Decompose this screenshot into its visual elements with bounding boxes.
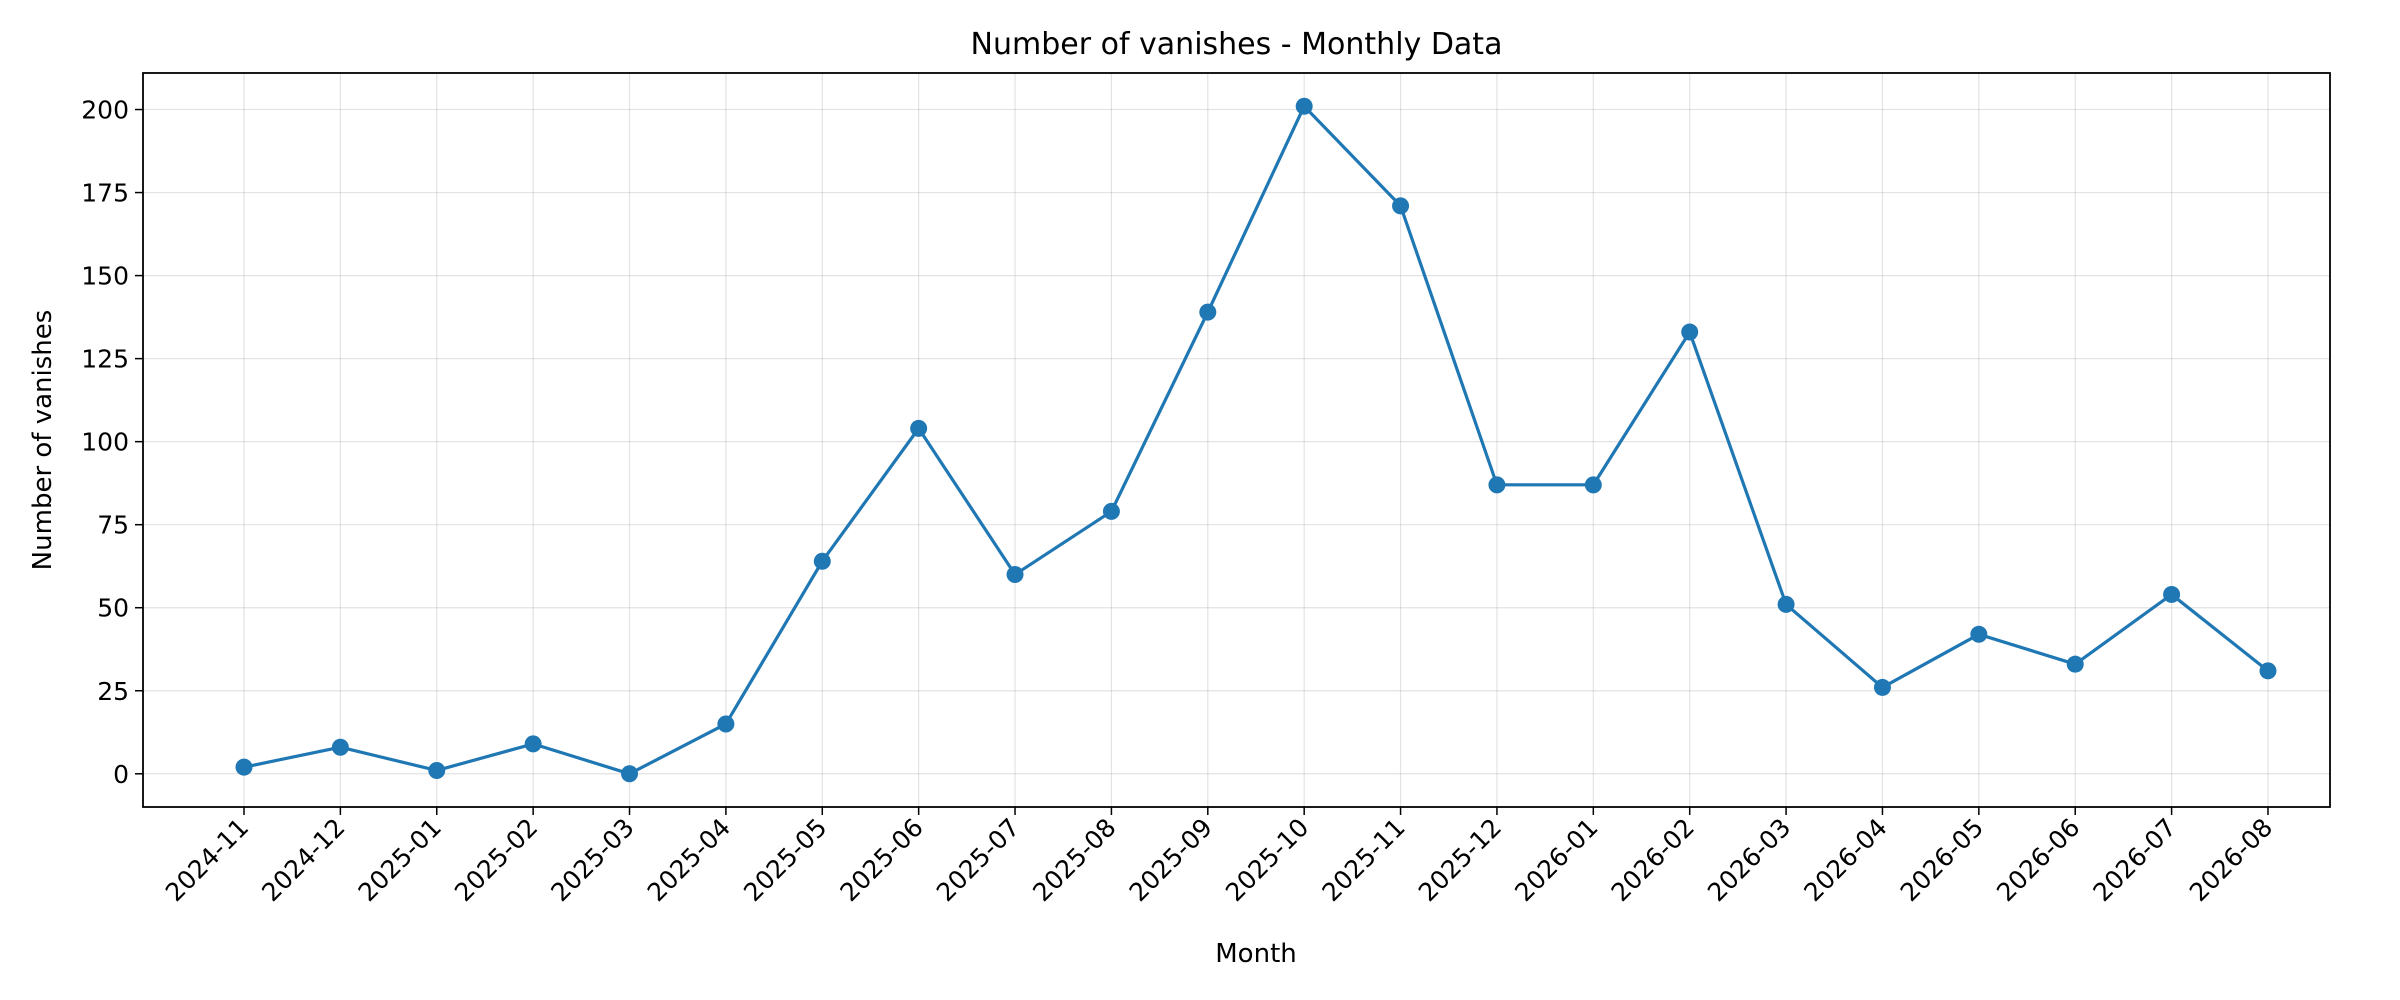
y-axis-label: Number of vanishes [28,310,58,571]
data-point-marker [1970,625,1988,643]
data-point-marker [524,735,542,753]
chart-title: Number of vanishes - Monthly Data [971,27,1503,62]
data-point-marker [1102,502,1120,520]
data-point-marker [813,552,831,570]
y-tick-label: 125 [81,345,129,374]
plot-area-frame [142,72,2331,808]
data-point-marker [1392,197,1410,215]
data-point-marker [2259,662,2277,680]
grid-layer [143,73,2330,807]
data-point-marker [1681,323,1699,341]
data-point-marker [1295,97,1313,115]
data-point-marker [621,765,639,783]
y-tick-label: 150 [81,262,129,291]
series-line [242,104,2270,776]
data-point-marker [2066,655,2084,673]
y-tick-label: 0 [113,760,129,789]
data-point-marker [1488,476,1506,494]
data-point-marker [910,419,928,437]
y-tick-label: 75 [97,511,129,540]
y-tick-label: 50 [97,594,129,623]
x-axis-label: Month [1215,939,1297,969]
data-point-marker [235,758,253,776]
y-tick-label: 200 [81,96,129,125]
data-point-marker [428,761,446,779]
data-point-marker [717,715,735,733]
y-tick-label: 175 [81,179,129,208]
y-tick-label: 25 [97,677,129,706]
data-point-marker [1199,303,1217,321]
data-point-marker [1584,476,1602,494]
data-point-marker [1777,595,1795,613]
data-point-marker [2163,585,2181,603]
y-tick-label: 100 [81,428,129,457]
data-point-marker [1006,566,1024,584]
data-point-marker [331,738,349,756]
series-layer [235,97,2277,783]
data-point-marker [1873,678,1891,696]
